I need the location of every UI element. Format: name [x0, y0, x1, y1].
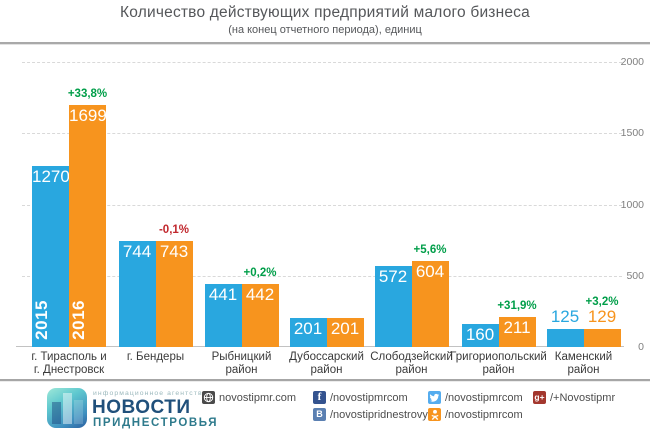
agency-name-line2: ПРИДНЕСТРОВЬЯ [93, 417, 219, 429]
change-percent-label: +5,6% [413, 243, 447, 256]
googleplus-label: /+Novostipmr [550, 391, 616, 404]
change-percent-label: +31,9% [497, 299, 537, 312]
bar-2015-group1 [32, 166, 69, 347]
facebook-label: /novostipmrcom [330, 391, 408, 404]
gridline-1000 [22, 204, 622, 206]
y-tick-label-1000: 1000 [620, 198, 644, 211]
chart-subtitle: (на конец отчетного периода), единиц [228, 24, 422, 36]
bar-value-label: 125 [550, 307, 580, 327]
bar-2015-group3 [204, 284, 242, 347]
odnoklassniki-icon [428, 408, 441, 421]
bar-value-label: 442 [245, 285, 275, 305]
bar-group-2: 744 743 -0,1% [118, 62, 193, 347]
gridline-500 [22, 275, 622, 277]
bar-value-label: 441 [208, 285, 238, 305]
bar-group-7: 125 129 +3,2% [546, 62, 621, 347]
x-axis-label-1: г. Тирасполь и г. Днестровск [31, 351, 107, 376]
x-axis-label-4: Дубоссарский район [289, 351, 364, 376]
googleplus-icon: g+ [533, 391, 546, 404]
facebook-link: f /novostipmrcom [313, 391, 408, 404]
bar-group-3: 441 442 +0,2% [204, 62, 279, 347]
bar-2016-group1 [69, 104, 106, 347]
bar-2015-group5 [374, 265, 412, 347]
bar-2015-group4 [289, 318, 327, 347]
chart-title: Количество действующих предприятий малог… [120, 4, 530, 21]
vk-icon: B [313, 408, 326, 421]
googleplus-link: g+ /+Novostipmr [533, 391, 615, 404]
bar-value-label: 201 [293, 319, 323, 339]
footer-divider [0, 379, 650, 382]
bar-2016-group6 [498, 316, 536, 347]
gridline-1500 [22, 133, 622, 135]
year-label-2015: 2015 [32, 300, 51, 340]
header-divider [0, 42, 650, 45]
bar-value-label: 744 [122, 241, 152, 261]
twitter-link: /novostipmrcom [428, 391, 523, 404]
bar-value-label: 1270 [32, 167, 70, 187]
y-tick-label-2000: 2000 [620, 56, 644, 68]
bar-2016-group7 [583, 328, 621, 347]
x-axis-label-2: г. Бендеры [126, 351, 185, 363]
twitter-label: /novostipmrcom [445, 391, 523, 404]
bar-2016-group3 [241, 284, 279, 347]
vk-label: /novostipridnestrovya [330, 408, 434, 421]
website-link: novostipmr.com [202, 391, 296, 404]
agency-name: НОВОСТИ [92, 397, 191, 418]
change-percent-label: +3,2% [585, 295, 619, 308]
change-percent-label: -0,1% [158, 224, 190, 237]
bar-2015-group2 [118, 240, 156, 347]
facebook-icon: f [313, 391, 326, 404]
change-percent-label: +0,2% [243, 267, 277, 280]
bar-value-label: 211 [503, 317, 531, 337]
bar-value-label: 572 [378, 266, 408, 286]
x-axis-label-7: Каменский район [554, 351, 613, 376]
bar-group-4: 201 201 [289, 62, 364, 347]
bar-value-label: 160 [465, 325, 495, 345]
bar-value-label: 129 [587, 306, 617, 326]
gridline-2000 [22, 62, 622, 63]
bar-group-6: 160 211 +31,9% [461, 62, 537, 347]
website-label: novostipmr.com [219, 391, 297, 404]
odnoklassniki-link: /novostipmrcom [428, 408, 523, 421]
agency-logo-icon [47, 388, 87, 428]
bar-2015-group7 [546, 329, 584, 347]
twitter-icon [428, 391, 441, 404]
bar-group-1: 1270 2015 1699 2016 +33,8% [32, 62, 108, 347]
globe-icon [202, 391, 215, 404]
bar-2016-group4 [326, 318, 364, 347]
y-tick-label-1500: 1500 [620, 127, 644, 140]
bar-value-label: 201 [330, 319, 360, 339]
plot-area: 1270 2015 1699 2016 +33,8% 744 743 -0,1% 441 442 +… [16, 62, 624, 347]
agency-tagline: информационное агентство [93, 390, 208, 397]
bar-2015-group6 [461, 324, 499, 347]
year-label-2016: 2016 [69, 300, 88, 340]
bar-group-5: 572 604 +5,6% [374, 62, 449, 347]
bar-value-label: 743 [159, 242, 189, 262]
x-axis-label-3: Рыбницкий район [211, 351, 272, 376]
y-tick-label-500: 500 [626, 269, 644, 282]
y-tick-label-0: 0 [638, 341, 644, 353]
change-percent-label: +33,8% [67, 87, 108, 100]
x-axis-label-6: Григориопольский район [450, 351, 547, 376]
vk-link: B /novostipridnestrovya [313, 408, 434, 421]
x-axis-label-5: Слободзейский район [370, 351, 453, 376]
bar-2016-group5 [411, 260, 449, 347]
bar-value-label: 1699 [69, 105, 107, 125]
bar-2016-group2 [155, 241, 193, 347]
odnoklassniki-label: /novostipmrcom [445, 408, 523, 421]
bar-value-label: 604 [415, 261, 445, 281]
